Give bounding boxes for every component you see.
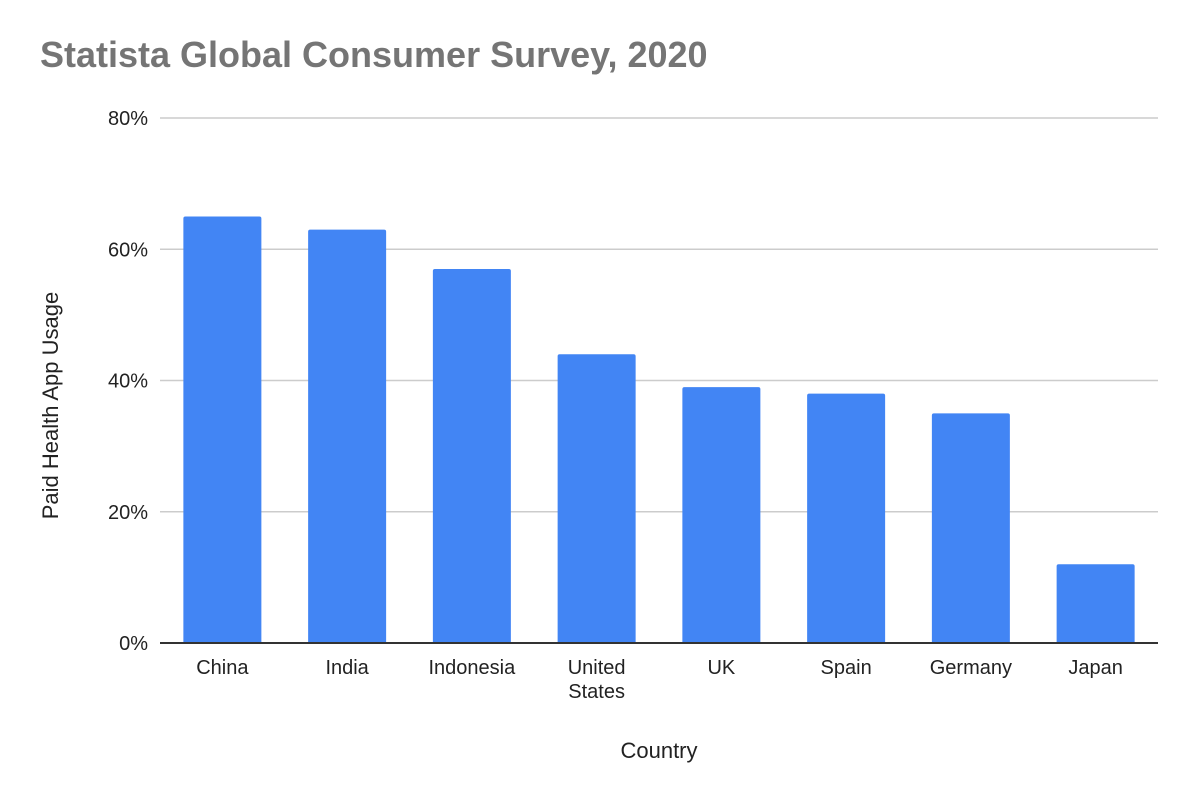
x-axis-ticks: China India Indonesia United States UK Spain Ge… xyxy=(196,657,1123,703)
x-tick-label-line: States xyxy=(568,681,625,703)
bar xyxy=(807,393,886,643)
x-tick-label-line: Indonesia xyxy=(429,657,517,679)
x-tick-label-line: India xyxy=(325,657,369,679)
x-tick-label-line: Spain xyxy=(821,657,872,679)
x-tick-label-line: China xyxy=(196,657,249,679)
chart-title: Statista Global Consumer Survey, 2020 xyxy=(40,34,708,75)
x-tick-label-line: United xyxy=(568,657,626,679)
y-tick-label: 20% xyxy=(108,502,148,524)
bar xyxy=(931,413,1010,643)
y-axis-ticks: 0% 20% 40% 60% 80% xyxy=(108,108,148,655)
y-axis-title: Paid Health App Usage xyxy=(38,292,63,520)
bars xyxy=(183,216,1135,643)
bar xyxy=(1056,564,1135,643)
x-tick-label: United States xyxy=(568,657,626,703)
x-tick-label-line: UK xyxy=(707,657,735,679)
bar xyxy=(432,268,511,643)
x-tick-label: China xyxy=(196,657,249,679)
y-tick-label: 0% xyxy=(119,633,148,655)
y-tick-label: 80% xyxy=(108,108,148,130)
y-tick-label: 60% xyxy=(108,239,148,261)
x-tick-label: Spain xyxy=(821,657,872,679)
bar xyxy=(183,216,262,643)
y-tick-label: 40% xyxy=(108,371,148,393)
x-tick-label-line: Germany xyxy=(930,657,1012,679)
bar xyxy=(557,354,636,643)
x-tick-label: UK xyxy=(707,657,735,679)
x-axis-title: Country xyxy=(620,738,697,763)
bar xyxy=(682,387,761,643)
x-tick-label: India xyxy=(325,657,369,679)
x-tick-label: Germany xyxy=(930,657,1012,679)
x-tick-label: Japan xyxy=(1068,657,1123,679)
x-tick-label: Indonesia xyxy=(429,657,517,679)
bar xyxy=(308,229,387,643)
x-tick-label-line: Japan xyxy=(1068,657,1123,679)
